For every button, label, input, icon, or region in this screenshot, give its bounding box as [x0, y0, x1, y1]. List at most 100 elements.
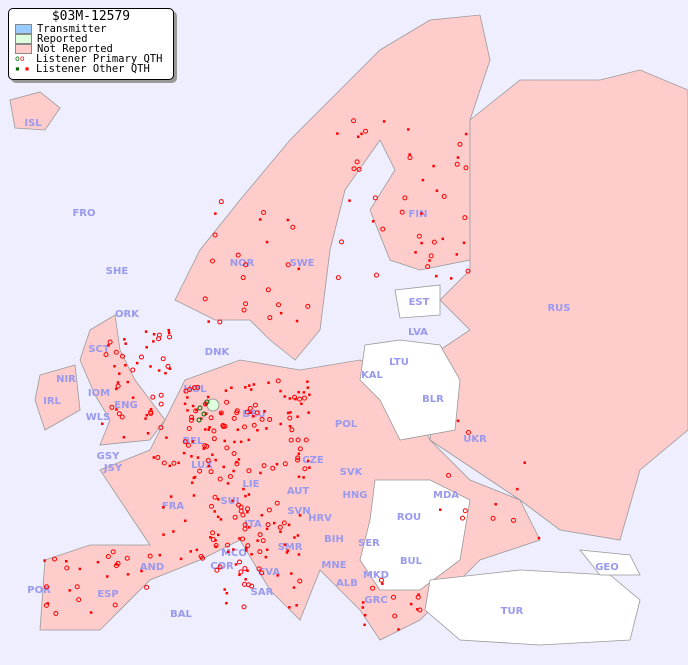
listener-primary-marker: [295, 455, 301, 461]
listener-other-marker: [223, 588, 226, 591]
listener-other-marker: [224, 389, 228, 392]
listener-other-marker: [249, 388, 253, 391]
listener-other-marker: [288, 424, 292, 428]
country-label-swe: SWE: [289, 258, 314, 269]
listener-primary-marker: [195, 384, 201, 390]
balkans-nodata: [359, 479, 471, 591]
listener-other-marker: [267, 381, 270, 384]
listener-primary-marker: [260, 538, 266, 544]
listener-other-marker: [455, 253, 459, 256]
listener-primary-marker: [380, 226, 386, 232]
listener-other-marker: [252, 415, 255, 418]
listener-other-marker: [179, 557, 183, 561]
listener-other-marker: [397, 628, 400, 631]
listener-primary-marker: [245, 543, 251, 549]
country-label-fin: FIN: [409, 209, 428, 220]
listener-primary-marker: [158, 425, 164, 431]
listener-other-marker: [297, 390, 300, 394]
listener-other-marker: [417, 593, 420, 596]
listener-other-marker: [172, 530, 175, 533]
listener-primary-marker: [237, 559, 243, 565]
listener-other-marker: [285, 551, 289, 554]
listener-other-marker: [115, 408, 118, 411]
listener-primary-marker: [238, 508, 244, 514]
listener-other-marker: [414, 251, 417, 254]
listener-other-marker: [263, 410, 266, 413]
country-label-nir: NIR: [56, 374, 76, 385]
listener-other-marker: [238, 537, 241, 540]
listener-primary-marker: [138, 354, 144, 360]
listener-primary-marker: [462, 508, 468, 514]
listener-other-marker: [226, 482, 230, 485]
listener-primary-marker: [288, 437, 294, 443]
country-label-cva: CVA: [258, 567, 280, 578]
listener-primary-marker: [457, 141, 463, 147]
listener-other-marker: [195, 408, 198, 412]
listener-primary-marker: [265, 522, 271, 528]
country-label-svk: SVK: [340, 467, 364, 478]
listener-primary-marker: [148, 411, 154, 417]
listener-other-marker: [124, 342, 127, 345]
listener-other-marker: [206, 395, 210, 399]
country-label-smr: SMR: [278, 542, 303, 553]
listener-primary-marker: [267, 416, 273, 422]
listener-primary-marker: [231, 415, 237, 421]
listener-primary-marker: [275, 378, 281, 384]
listener-other-marker: [46, 602, 50, 605]
listener-other-marker: [428, 259, 431, 262]
listener-other-marker: [523, 461, 526, 464]
country-label-ser: SER: [358, 538, 380, 549]
listener-other-marker: [164, 371, 167, 375]
listener-other-marker: [361, 606, 365, 609]
listener-primary-marker: [183, 388, 189, 394]
listener-primary-marker: [144, 584, 150, 590]
listener-primary-marker: [182, 439, 188, 445]
listener-other-marker: [494, 503, 497, 506]
listener-other-marker: [236, 428, 240, 431]
listener-other-marker: [169, 495, 173, 498]
listener-primary-marker: [209, 258, 215, 264]
listener-primary-marker: [261, 209, 267, 215]
country-label-grc: GRC: [364, 595, 387, 606]
listener-primary-marker: [208, 469, 214, 475]
listener-other-marker: [246, 569, 249, 572]
listener-primary-marker: [363, 128, 369, 134]
listener-other-marker: [234, 563, 238, 566]
country-label-svn: SVN: [287, 506, 310, 517]
country-label-she: SHE: [106, 266, 129, 277]
legend-label: Reported: [37, 33, 88, 45]
listener-primary-marker: [191, 385, 197, 391]
listener-other-marker: [200, 417, 203, 420]
listener-primary-marker: [225, 542, 231, 548]
listener-other-marker: [516, 487, 519, 491]
listener-other-marker: [190, 455, 193, 458]
listener-other-marker: [283, 395, 287, 398]
country-label-hrv: HRV: [308, 513, 332, 524]
listener-other-marker: [363, 623, 366, 627]
country-label-pol: POL: [335, 419, 358, 430]
listener-other-marker: [441, 237, 445, 241]
listener-primary-marker: [220, 424, 226, 430]
listener-primary-marker: [257, 532, 263, 538]
listener-primary-marker-green: [197, 405, 203, 411]
listener-primary-marker: [462, 215, 468, 221]
country-label-irl: IRL: [43, 396, 61, 407]
listener-primary-marker: [354, 159, 360, 165]
listener-other-marker: [149, 408, 153, 411]
country-label-fro: FRO: [72, 208, 95, 219]
country-label-wls: WLS: [86, 412, 111, 423]
listener-other-marker: [191, 440, 195, 443]
listener-primary-marker: [265, 287, 271, 293]
listener-primary-marker: [276, 302, 282, 308]
listener-primary-marker: [441, 193, 447, 199]
listener-other-marker: [106, 575, 109, 578]
listener-other-marker: [247, 438, 251, 442]
listener-primary-marker: [240, 275, 246, 281]
listener-other-marker: [464, 132, 468, 136]
listener-primary-marker: [297, 578, 303, 584]
listener-other-marker: [288, 397, 292, 400]
listener-primary-marker: [74, 584, 80, 590]
country-label-esp: ESP: [97, 589, 118, 600]
listener-primary-marker: [188, 417, 194, 423]
listener-other-marker: [264, 555, 268, 559]
